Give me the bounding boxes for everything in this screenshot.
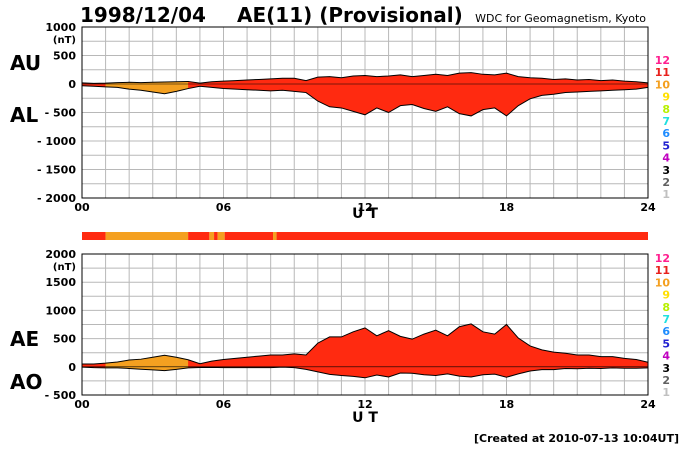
strip-segment [273, 232, 277, 240]
au-label: AU [10, 51, 41, 75]
station-level-10: 10 [655, 78, 671, 91]
x-tick-label: 00 [74, 398, 90, 411]
station-level-7: 7 [662, 115, 670, 128]
station-level-7: 7 [662, 313, 670, 326]
strip-segment [224, 232, 274, 240]
y-tick-label: - 500 [45, 107, 77, 120]
strip-segment [82, 232, 106, 240]
strip-segment [188, 232, 210, 240]
strip-segment [276, 232, 648, 240]
y-tick-label: 0 [68, 78, 76, 91]
ae-ao-unit-label: (nT) [53, 262, 76, 273]
ae-area [82, 323, 648, 367]
station-level-4: 4 [662, 350, 670, 363]
au-al-grid [82, 27, 648, 198]
au-al-x-tick-labels: 00 06 12 18 24 [74, 201, 656, 214]
au-al-lines [81, 72, 649, 117]
station-level-9: 9 [662, 91, 670, 104]
y-tick-label: - 1000 [37, 135, 76, 148]
strip-segment [217, 232, 225, 240]
au-al-frame [81, 26, 649, 199]
y-tick-label: 1500 [45, 276, 76, 289]
strip-segment [209, 232, 215, 240]
y-tick-label: 500 [53, 50, 76, 63]
al-area [82, 84, 648, 116]
y-tick-label: 2000 [45, 248, 76, 261]
station-level-5: 5 [662, 337, 670, 350]
ae-ao-x-axis-label: U T [352, 410, 378, 426]
ao-line [81, 366, 649, 379]
au-line [81, 72, 649, 84]
au-al-y-tick-labels: 1000 500 0 - 500 - 1000 - 1500 - 2000 [37, 21, 76, 205]
y-tick-label: 1000 [45, 304, 76, 317]
x-tick-label: 12 [357, 398, 372, 411]
al-low-coverage-area [105, 84, 189, 94]
strip-segment [105, 232, 189, 240]
ao-area [82, 366, 648, 378]
ae-line [82, 323, 649, 365]
y-tick-label: - 500 [45, 389, 77, 402]
x-tick-label: 24 [640, 398, 656, 411]
created-timestamp: [Created at 2010-07-13 10:04UT] [474, 432, 679, 445]
station-level-12: 12 [655, 252, 670, 265]
ao-low-coverage-area [105, 366, 189, 371]
x-tick-label: 12 [357, 201, 372, 214]
station-level-5: 5 [662, 139, 670, 152]
ae-ao-x-tick-labels: 00 06 12 18 24 [74, 398, 656, 411]
y-tick-label: 1000 [45, 21, 76, 34]
y-tick-label: 500 [53, 333, 76, 346]
chart-date: 1998/12/04 [80, 3, 206, 27]
strip-segment [214, 232, 218, 240]
x-tick-label: 00 [74, 201, 90, 214]
data-source: WDC for Geomagnetism, Kyoto [475, 12, 646, 25]
station-level-6: 6 [662, 127, 670, 140]
station-level-3: 3 [662, 164, 670, 177]
x-tick-label: 18 [499, 398, 514, 411]
ae-low-coverage-area [105, 355, 189, 367]
y-tick-label: 0 [68, 361, 76, 374]
x-tick-label: 18 [499, 201, 514, 214]
station-level-11: 11 [655, 66, 670, 79]
station-level-2: 2 [662, 374, 670, 387]
x-tick-label: 24 [640, 201, 656, 214]
x-tick-label: 06 [216, 201, 232, 214]
station-count-strip [82, 232, 648, 240]
al-label: AL [10, 103, 38, 127]
ae-label: AE [10, 327, 39, 351]
station-level-11: 11 [655, 264, 670, 277]
y-tick-label: - 1500 [37, 164, 76, 177]
station-level-12: 12 [655, 54, 670, 67]
station-level-3: 3 [662, 362, 670, 375]
station-level-6: 6 [662, 325, 670, 338]
station-level-1: 1 [662, 386, 670, 399]
ae-ao-frame [81, 253, 649, 396]
ae-ao-fills [82, 323, 648, 378]
y-tick-label: - 2000 [37, 192, 76, 205]
x-tick-label: 06 [216, 398, 232, 411]
chart-title: AE(11) (Provisional) [237, 3, 463, 27]
au-al-x-axis-label: U T [352, 206, 378, 222]
au-al-unit-label: (nT) [53, 35, 76, 46]
ao-label: AO [10, 370, 42, 394]
ae-ao-lines [81, 323, 649, 379]
station-level-9: 9 [662, 289, 670, 302]
ae-ao-y-tick-labels: 2000 1500 1000 500 0 - 500 [45, 248, 77, 402]
station-level-8: 8 [662, 103, 670, 116]
station-level-8: 8 [662, 301, 670, 314]
al-line [81, 85, 649, 117]
station-level-4: 4 [662, 152, 670, 165]
station-level-10: 10 [655, 276, 671, 289]
station-level-1: 1 [662, 188, 670, 201]
station-level-2: 2 [662, 176, 670, 189]
